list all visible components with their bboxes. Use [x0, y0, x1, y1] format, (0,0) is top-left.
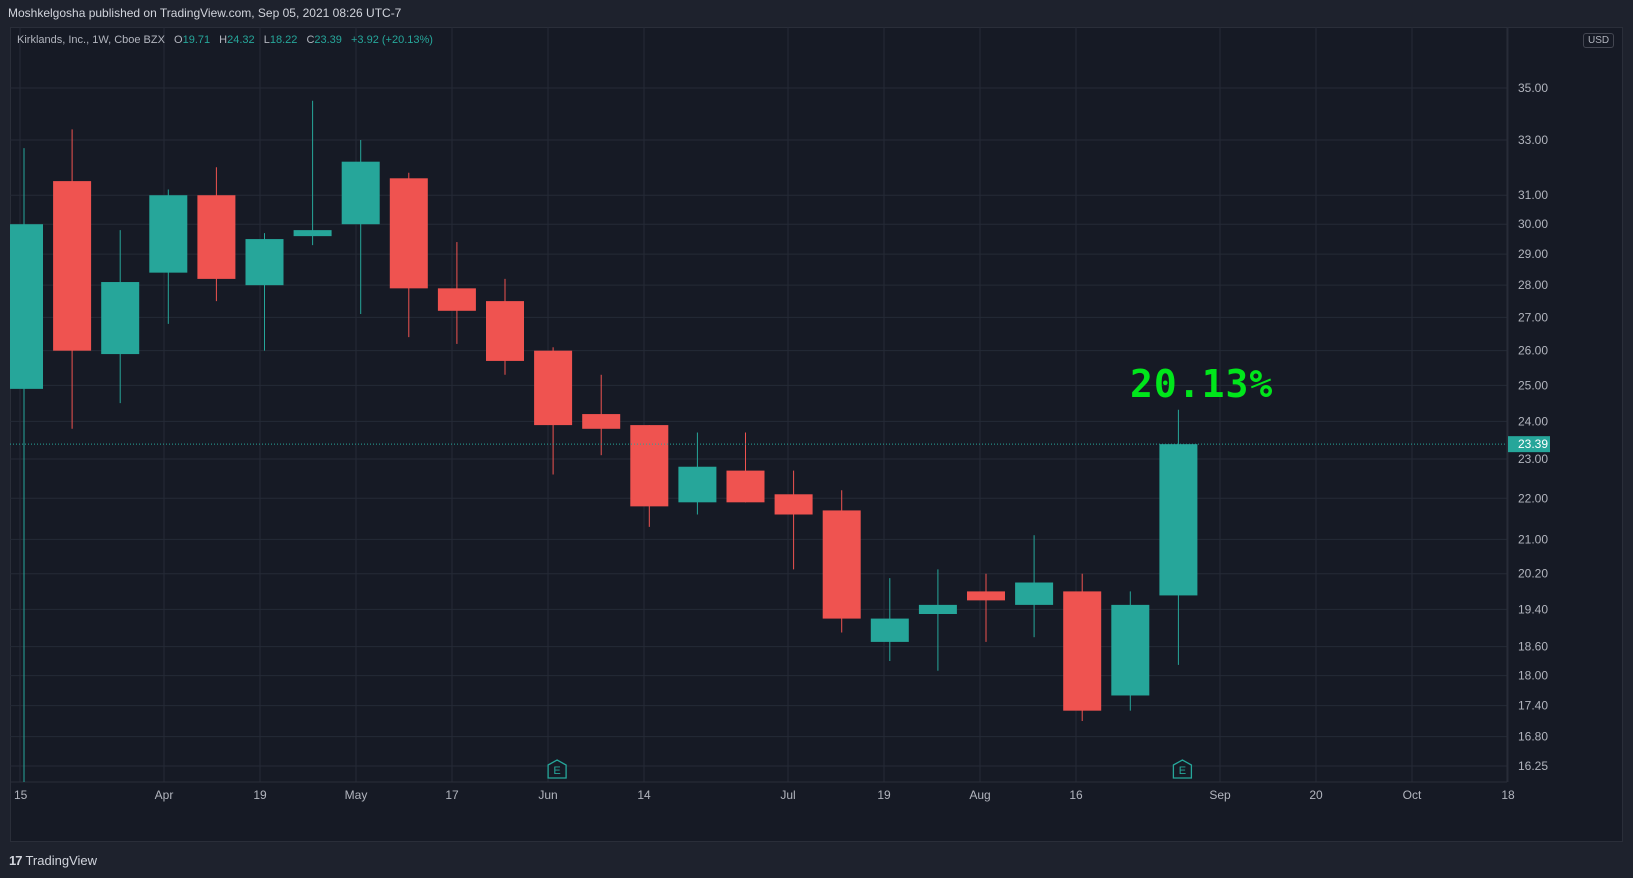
price-tick-label: 23.00 [1518, 452, 1548, 466]
publisher-banner: Moshkelgosha published on TradingView.co… [0, 0, 1633, 27]
candle-body [1111, 604, 1150, 696]
currency-button[interactable]: USD [1583, 33, 1615, 48]
time-tick-label: May [345, 788, 368, 802]
time-tick-label: 14 [637, 788, 651, 802]
candle-body [918, 604, 957, 614]
last-price-label: 23.39 [1518, 437, 1548, 451]
candle-body [293, 230, 332, 237]
open-value: 19.71 [182, 34, 211, 46]
price-tick-label: 29.00 [1518, 247, 1548, 261]
time-tick-label: 17 [445, 788, 459, 802]
footer: 17 TradingView [0, 842, 1633, 878]
candle-body [149, 195, 188, 273]
publisher-text: Moshkelgosha published on TradingView.co… [8, 6, 402, 20]
time-tick-label: Jul [780, 788, 795, 802]
time-tick-label: 19 [877, 788, 891, 802]
price-tick-label: 19.40 [1518, 602, 1548, 616]
candle-body [245, 239, 284, 286]
time-tick-label: 18 [1501, 788, 1515, 802]
price-tick-label: 21.00 [1518, 532, 1548, 546]
price-tick-label: 16.80 [1518, 730, 1548, 744]
price-tick-label: 35.00 [1518, 81, 1548, 95]
time-tick-label: Oct [1403, 788, 1422, 802]
candle-body [1159, 444, 1198, 596]
candle-body [53, 181, 92, 351]
high-label: H [219, 34, 228, 46]
symbol-name: Kirklands, Inc., 1W, Cboe BZX [17, 34, 165, 46]
svg-text:E: E [1179, 765, 1186, 777]
candle-body [389, 178, 428, 289]
candle-body [197, 195, 236, 279]
price-tick-label: 24.00 [1518, 414, 1548, 428]
candle-body [822, 510, 861, 619]
time-tick-label: Aug [969, 788, 990, 802]
time-tick-label: Sep [1209, 788, 1231, 802]
high-value: 24.32 [227, 34, 255, 46]
price-tick-label: 33.00 [1518, 133, 1548, 147]
tradingview-brand: TradingView [25, 853, 98, 868]
price-tick-label: 27.00 [1518, 310, 1548, 324]
candle-body [678, 466, 717, 503]
candle-body [10, 224, 43, 389]
price-tick-label: 20.20 [1518, 567, 1548, 581]
low-value: 18.22 [269, 34, 298, 46]
price-tick-label: 30.00 [1518, 217, 1548, 231]
time-tick-label: 19 [253, 788, 267, 802]
chart-frame [10, 27, 1623, 842]
candle-body [582, 414, 621, 429]
price-tick-label: 26.00 [1518, 344, 1548, 358]
candle-body [630, 425, 669, 507]
candle-body [341, 161, 380, 225]
candle-body [534, 350, 573, 426]
candlestick-chart[interactable]: 16.25 16.80 17.40 18.00 18.60 19.40 20.20 21.00… [10, 27, 1623, 842]
candle-body [870, 618, 909, 642]
price-tick-label: 18.60 [1518, 640, 1548, 654]
price-tick-label: 18.00 [1518, 669, 1548, 683]
price-tick-label: 16.25 [1518, 759, 1548, 773]
open-label: O [174, 34, 183, 46]
candle-body [967, 591, 1005, 601]
svg-text:E: E [553, 765, 560, 777]
symbol-legend: Kirklands, Inc., 1W, Cboe BZX O19.71 H24… [17, 34, 439, 46]
candle-body [726, 470, 765, 503]
percent-change-annotation: 20.13% [1130, 362, 1274, 406]
close-label: C [306, 34, 315, 46]
last-price-label-bg [1508, 436, 1550, 453]
time-tick-label: 20 [1309, 788, 1323, 802]
candle-body [101, 282, 140, 355]
candle-body [774, 494, 813, 515]
time-tick-label: Apr [155, 788, 174, 802]
price-tick-label: 28.00 [1518, 278, 1548, 292]
candle-body [1063, 591, 1102, 711]
earnings-marker-icon[interactable]: E [1172, 759, 1193, 779]
earnings-marker-icon[interactable]: E [547, 759, 567, 779]
price-tick-label: 17.40 [1518, 699, 1548, 713]
price-tick-label: 25.00 [1518, 378, 1548, 392]
candle-body [1015, 582, 1054, 605]
tradingview-logo-icon: 17 [9, 853, 23, 868]
time-tick-label: 16 [1069, 788, 1083, 802]
time-tick-label: 15 [14, 788, 28, 802]
candle-body [437, 288, 476, 311]
change-value: +3.92 (+20.13%) [350, 34, 433, 46]
tradingview-logo[interactable]: 17 TradingView [9, 853, 97, 868]
close-value: 23.39 [314, 34, 342, 46]
price-tick-label: 22.00 [1518, 491, 1548, 505]
candle-body [486, 301, 524, 361]
low-label: L [263, 34, 270, 46]
price-tick-label: 31.00 [1518, 188, 1548, 202]
time-tick-label: Jun [538, 788, 557, 802]
